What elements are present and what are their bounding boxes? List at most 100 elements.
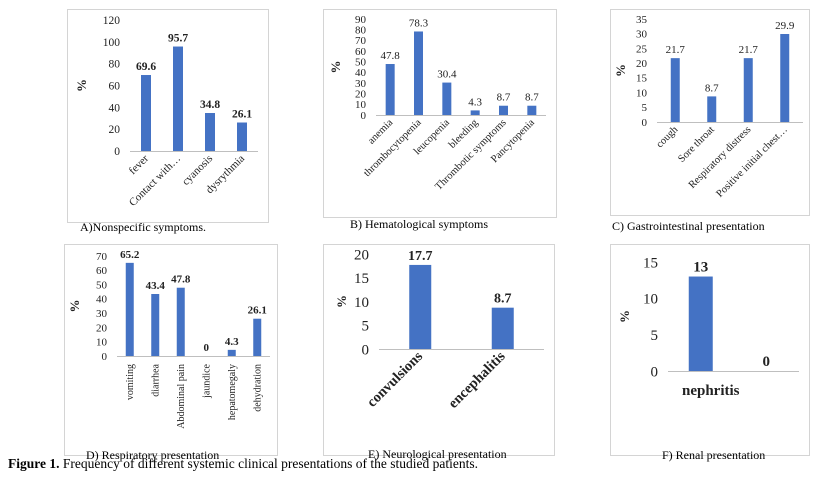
chart-d-category-label: Abdominal pain	[176, 364, 187, 429]
chart-b-ytick-label: 70	[355, 35, 367, 47]
chart-a-data-label: 26.1	[232, 109, 252, 121]
chart-c-caption: C) Gastrointestinal presentation	[612, 219, 765, 233]
chart-c-ylabel: %	[613, 64, 628, 77]
chart-b-svg: 0102030405060708090%47.8anemia78.3thromb…	[328, 14, 546, 193]
chart-a-caption: A)Nonspecific symptoms.	[80, 220, 206, 234]
chart-e-ytick-label: 5	[362, 319, 370, 335]
chart-panel-f: 0 5 10 15% 13 nephritis 0	[610, 244, 810, 456]
chart-d-ytick-label: 0	[102, 351, 108, 363]
chart-c-data-label: 21.7	[739, 44, 759, 56]
chart-panel-e: 0 5 10 15 20% 17.7 convulsions 8.7 encephalitis	[323, 244, 555, 456]
chart-e-data-label: 8.7	[494, 292, 512, 307]
chart-e-category-label: encephalitis	[445, 348, 508, 411]
chart-b-ytick-label: 60	[355, 46, 367, 58]
chart-a-data-label: 34.8	[200, 99, 220, 111]
chart-panel-d: 0 10 20 30 40 50 60 70% 65.2 vomiting 43.4 diarrhea…	[64, 244, 278, 456]
chart-d-ytick-label: 40	[96, 294, 108, 306]
chart-d-ytick-label: 30	[96, 308, 108, 320]
chart-d-ytick-label: 20	[96, 322, 108, 334]
chart-d-ytick-label: 10	[96, 337, 108, 349]
chart-c-bar	[707, 96, 717, 122]
chart-b-ytick-label: 0	[361, 110, 367, 122]
chart-d-category-label: hepatomegaly	[227, 364, 238, 420]
chart-f-data-label: 13	[693, 260, 708, 276]
chart-f-caption: F) Renal presentation	[662, 448, 766, 462]
chart-d-ylabel: %	[67, 300, 82, 313]
chart-d-data-label: 26.1	[248, 305, 267, 317]
chart-b-data-label: 8.7	[497, 92, 511, 104]
chart-c-ytick-label: 30	[636, 29, 648, 41]
chart-a-bar	[173, 46, 183, 152]
chart-c-data-label: 29.9	[775, 20, 795, 32]
chart-a-ytick-label: 0	[114, 146, 120, 158]
chart-a-ytick-label: 60	[109, 81, 121, 93]
chart-b-data-label: 4.3	[468, 96, 482, 108]
chart-e-bar	[491, 307, 514, 349]
chart-b-ytick-label: 20	[355, 89, 367, 101]
chart-a-ytick-label: 20	[109, 124, 121, 136]
chart-e-category-label: convulsions	[364, 348, 426, 410]
chart-b-bar	[527, 105, 537, 115]
chart-f-ytick-label: 10	[643, 292, 658, 308]
chart-e-caption: E) Neurological presentation	[368, 447, 507, 461]
chart-d-bar	[125, 262, 134, 356]
chart-f-bar	[688, 276, 713, 371]
chart-d-svg: 0 10 20 30 40 50 60 70% 65.2 vomiting 43.4 diarrhea…	[67, 249, 270, 429]
chart-b-bar	[385, 64, 395, 115]
chart-c-category-label: cough	[654, 124, 680, 150]
chart-a-ytick-label: 100	[103, 37, 121, 49]
chart-c-data-label: 21.7	[666, 44, 686, 56]
chart-d-data-label: 4.3	[225, 336, 239, 348]
chart-d-ytick-label: 70	[96, 251, 108, 263]
chart-d-ytick-label: 50	[96, 279, 108, 291]
chart-c-category-label: Positive initial chest…	[714, 124, 789, 199]
chart-c-category-label: Respiratory distress	[687, 124, 754, 191]
chart-d-bar	[151, 294, 160, 356]
chart-e-ylabel: %	[334, 295, 349, 308]
chart-b-bar	[442, 82, 452, 115]
chart-d-data-label: 0	[204, 342, 210, 354]
chart-e-ytick-label: 10	[354, 295, 369, 311]
figure-caption: Figure 1. Frequency of different systemi…	[8, 456, 478, 472]
chart-e-bar	[409, 264, 432, 349]
chart-a-bar	[141, 75, 151, 151]
chart-c-ytick-label: 10	[636, 87, 648, 99]
chart-e-svg: 0 5 10 15 20% 17.7 convulsions 8.7 encephalitis	[334, 247, 544, 412]
chart-b-bar	[414, 31, 423, 116]
figure-label: Figure 1.	[8, 456, 60, 471]
chart-panel-a: 0 20 40 60 80 100 120% 69.6 fever 95.7 Contact wit…	[67, 9, 269, 223]
chart-d-bar	[227, 349, 236, 356]
chart-b-ytick-label: 30	[355, 78, 367, 90]
chart-e-data-label: 17.7	[408, 249, 433, 264]
chart-a-ylabel: %	[74, 79, 89, 92]
chart-c-ytick-label: 25	[636, 43, 648, 55]
chart-b-ytick-label: 90	[355, 14, 367, 26]
chart-b-ytick-label: 40	[355, 67, 367, 79]
chart-b-data-label: 8.7	[525, 92, 539, 104]
chart-f-data-label: 0	[763, 354, 771, 370]
chart-b-data-label: 78.3	[409, 17, 429, 29]
chart-b-ytick-label: 50	[355, 57, 367, 69]
chart-panel-b: 0 10 20 30 40 50 60 70 80 90% 47.8 anemia 78.3 thromb…	[323, 9, 557, 218]
chart-c-bar	[743, 58, 753, 122]
chart-d-category-label: jaundice	[201, 363, 212, 398]
chart-f-ytick-label: 0	[651, 364, 659, 380]
chart-f-ytick-label: 15	[643, 255, 658, 271]
chart-d-data-label: 65.2	[120, 249, 140, 261]
chart-b-ytick-label: 80	[355, 25, 367, 37]
chart-d-data-label: 43.4	[146, 280, 166, 292]
chart-d-category-label: vomiting	[125, 364, 136, 400]
chart-b-ytick-label: 10	[355, 99, 367, 111]
chart-b-caption: B) Hematological symptoms	[350, 217, 488, 231]
chart-c-ytick-label: 0	[642, 117, 648, 129]
chart-d-category-label: dehydration	[252, 364, 263, 412]
figure-caption-text: Frequency of different systemic clinical…	[59, 456, 479, 471]
chart-e-ytick-label: 15	[354, 271, 369, 287]
chart-f-ytick-label: 5	[651, 328, 659, 344]
chart-d-category-label: diarrhea	[150, 363, 161, 396]
chart-c-data-label: 8.7	[705, 82, 719, 94]
chart-e-ytick-label: 20	[354, 247, 369, 263]
chart-d-ytick-label: 60	[96, 265, 108, 277]
chart-c-bar	[670, 58, 680, 122]
